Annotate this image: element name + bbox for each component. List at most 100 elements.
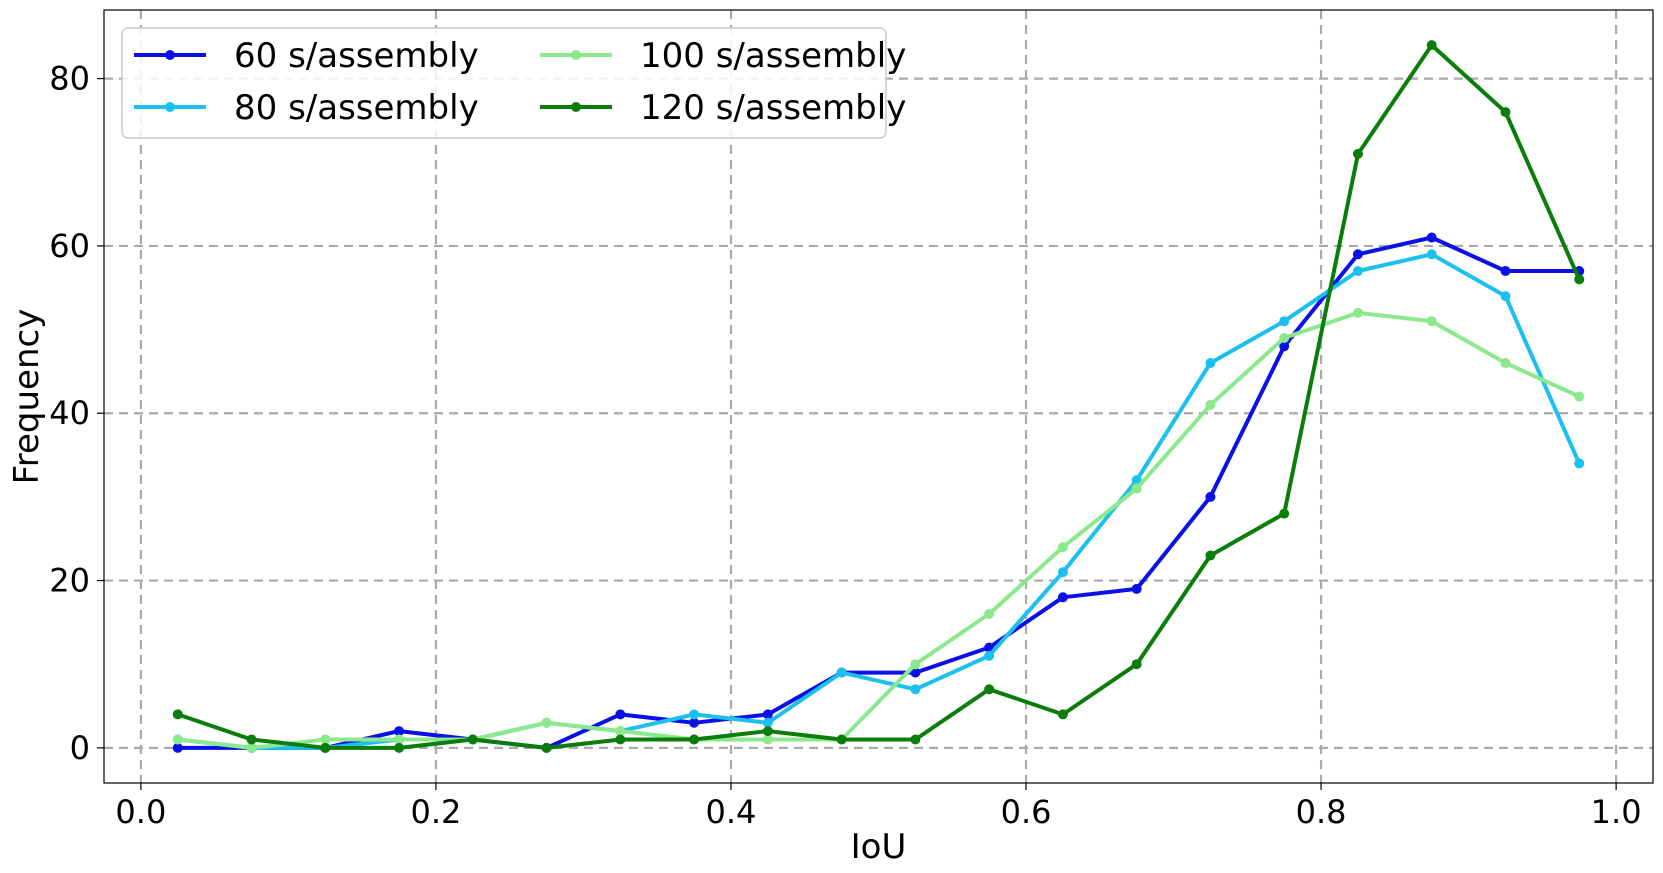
data-point: [320, 734, 331, 745]
x-tick-label: 0.4: [706, 793, 757, 831]
data-point: [394, 742, 405, 753]
y-tick-label: 0: [70, 729, 90, 767]
series-group: [172, 40, 1585, 753]
data-point: [172, 742, 183, 753]
series-line: [177, 43, 1582, 750]
series-3: [172, 307, 1585, 753]
legend-label: 60 s/assembly: [234, 36, 479, 76]
data-point: [615, 709, 626, 720]
data-point: [762, 709, 773, 720]
y-tick-label: 40: [49, 394, 90, 432]
data-point: [320, 742, 331, 753]
data-point: [762, 717, 773, 728]
data-point: [246, 742, 257, 753]
legend-label: 100 s/assembly: [640, 36, 906, 76]
data-point: [394, 726, 405, 737]
data-point: [541, 742, 552, 753]
data-point: [689, 734, 700, 745]
legend-marker: [165, 102, 175, 112]
data-point: [1131, 483, 1142, 494]
data-point: [541, 717, 552, 728]
data-point: [1057, 542, 1068, 553]
plot-area-frame: [103, 9, 1654, 784]
y-axis-label: Frequency: [7, 309, 47, 485]
data-point: [1131, 659, 1142, 670]
series-4: [172, 40, 1585, 753]
x-tick-label: 0.6: [1001, 793, 1052, 831]
data-point: [1131, 475, 1142, 486]
data-point: [1057, 567, 1068, 578]
data-point: [836, 667, 847, 678]
data-point: [1131, 583, 1142, 594]
series-1: [172, 232, 1585, 753]
y-tick-label: 20: [49, 562, 90, 600]
data-point: [615, 734, 626, 745]
legend-item: 60 s/assembly: [134, 36, 479, 76]
axis-ticks: 0.0 0.2 0.4 0.6 0.8 1.0 0 20 40 60 80: [49, 60, 1641, 831]
data-point: [1205, 491, 1216, 502]
data-point: [984, 650, 995, 661]
data-point: [1352, 266, 1363, 277]
series-2: [172, 249, 1585, 753]
x-tick-label: 0.8: [1296, 793, 1347, 831]
data-point: [615, 726, 626, 737]
data-point: [1426, 249, 1437, 260]
data-point: [1279, 341, 1290, 352]
data-point: [762, 726, 773, 737]
data-point: [984, 684, 995, 695]
data-point: [172, 709, 183, 720]
legend-marker: [165, 50, 175, 60]
data-point: [910, 734, 921, 745]
data-point: [1426, 232, 1437, 243]
series-line: [177, 310, 1581, 750]
data-point: [1205, 550, 1216, 561]
data-point: [1205, 399, 1216, 410]
x-tick-label: 0.0: [115, 793, 166, 831]
data-point: [910, 659, 921, 670]
data-point: [394, 734, 405, 745]
legend-box: [121, 27, 887, 139]
data-point: [1279, 508, 1290, 519]
data-point: [1352, 249, 1363, 260]
data-point: [1500, 107, 1511, 118]
data-point: [1426, 40, 1437, 51]
data-point: [910, 684, 921, 695]
data-point: [1574, 458, 1585, 469]
data-point: [689, 709, 700, 720]
legend-item: 120 s/assembly: [540, 88, 906, 128]
data-point: [1426, 316, 1437, 327]
data-point: [1574, 274, 1585, 285]
data-point: [246, 734, 257, 745]
data-point: [689, 717, 700, 728]
legend-item: 100 s/assembly: [540, 36, 906, 76]
x-tick-label: 1.0: [1591, 793, 1642, 831]
series-line: [177, 235, 1580, 750]
data-point: [1279, 316, 1290, 327]
data-point: [172, 734, 183, 745]
legend-label: 80 s/assembly: [234, 88, 479, 128]
data-point: [1574, 391, 1585, 402]
x-axis-label: IoU: [851, 827, 907, 867]
legend-marker: [571, 50, 581, 60]
data-point: [1500, 291, 1511, 302]
data-point: [1352, 307, 1363, 318]
data-point: [836, 734, 847, 745]
legend-label: 120 s/assembly: [640, 88, 906, 128]
data-point: [1057, 709, 1068, 720]
data-point: [762, 734, 773, 745]
data-point: [1057, 592, 1068, 603]
data-point: [1500, 358, 1511, 369]
legend-marker: [571, 102, 581, 112]
data-point: [1205, 358, 1216, 369]
legend: 60 s/assembly 80 s/assembly 100 s/assembly…: [121, 27, 906, 139]
y-tick-label: 80: [49, 60, 90, 98]
data-point: [984, 609, 995, 620]
x-tick-label: 0.2: [410, 793, 461, 831]
y-tick-label: 60: [49, 227, 90, 265]
legend-item: 80 s/assembly: [134, 88, 479, 128]
data-point: [1279, 332, 1290, 343]
data-point: [1352, 148, 1363, 159]
data-point: [910, 667, 921, 678]
